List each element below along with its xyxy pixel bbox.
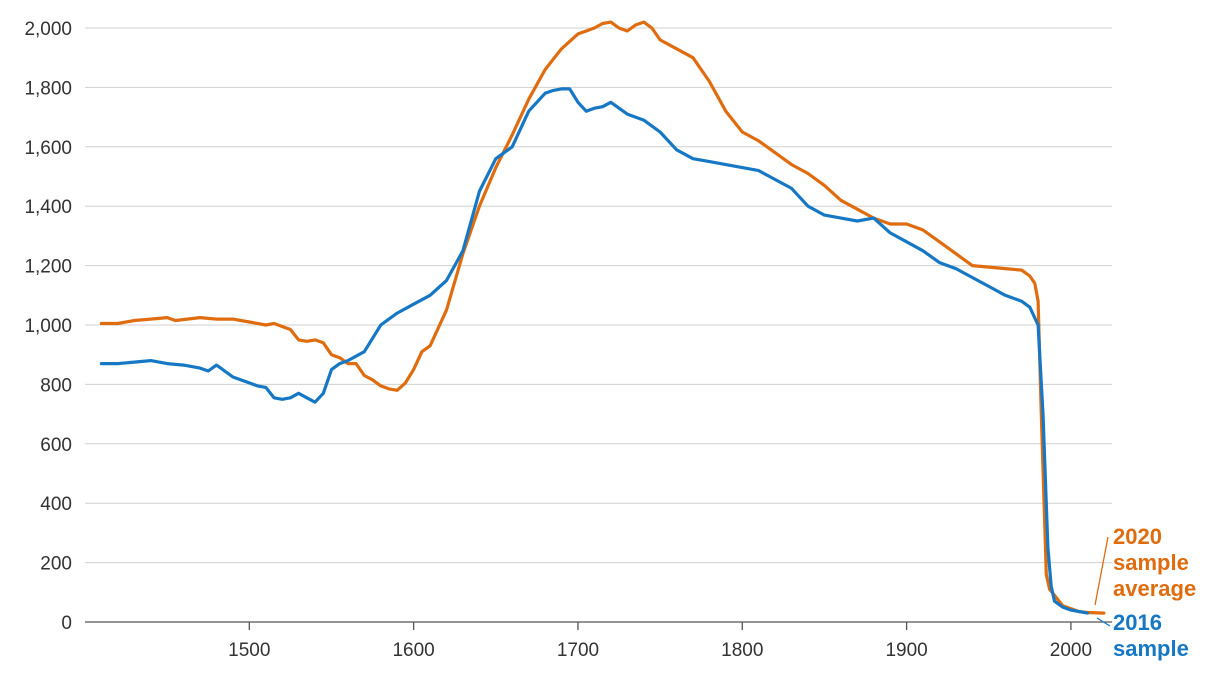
series-label: 2016 — [1113, 610, 1162, 635]
series-label: sample — [1113, 550, 1189, 575]
x-tick-label: 1500 — [228, 640, 270, 661]
series-label: sample — [1113, 636, 1189, 661]
y-tick-label: 800 — [40, 375, 72, 396]
y-tick-label: 1,400 — [24, 197, 72, 218]
series-line-2020-average — [99, 20, 1106, 615]
axes: 0 200 400 600 800 1,000 1,200 1,400 1,600 1,800 2,… — [24, 19, 1112, 661]
series-label: average — [1113, 576, 1196, 601]
x-tick-label: 2000 — [1050, 640, 1092, 661]
x-tick-label: 1600 — [392, 640, 434, 661]
y-tick-label: 2,000 — [24, 19, 72, 40]
y-tick-label: 1,000 — [24, 316, 72, 337]
y-tick-label: 0 — [61, 613, 72, 634]
series-line-2016-sample — [99, 87, 1090, 615]
y-tick-label: 1,200 — [24, 257, 72, 278]
y-tick-label: 1,600 — [24, 138, 72, 159]
y-tick-label: 1,800 — [24, 78, 72, 99]
y-tick-label: 400 — [40, 494, 72, 515]
y-tick-label: 200 — [40, 554, 72, 575]
x-tick-label: 1800 — [721, 640, 763, 661]
series-label-leader — [1094, 536, 1109, 606]
series-label-leader — [1096, 617, 1111, 627]
series-lines — [99, 20, 1106, 615]
series-label: 2020 — [1113, 524, 1162, 549]
y-tick-label: 600 — [40, 435, 72, 456]
x-tick-label: 1700 — [557, 640, 599, 661]
x-tick-label: 1900 — [885, 640, 927, 661]
